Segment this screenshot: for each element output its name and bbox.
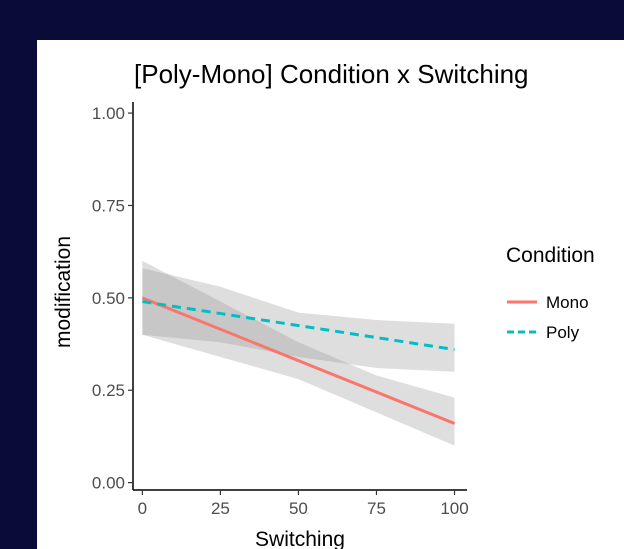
- chart-title: [Poly-Mono] Condition x Switching: [134, 59, 529, 89]
- legend-title: Condition: [506, 244, 595, 267]
- series-line-mono: [141, 296, 456, 425]
- series-line-poly: [142, 300, 455, 352]
- x-axis-title: Switching: [255, 528, 345, 549]
- ci-band-mono: [142, 260, 455, 446]
- chart: [Poly-Mono] Condition x Switching 0.000.…: [52, 59, 595, 549]
- x-tick-label: 100: [440, 499, 468, 518]
- confidence-bands: [142, 260, 455, 446]
- x-tick-label: 50: [289, 499, 308, 518]
- y-tick-label: 0.00: [92, 474, 125, 493]
- legend: Condition Mono Poly: [506, 244, 595, 342]
- ci-band-poly: [142, 268, 455, 372]
- y-tick-label: 1.00: [92, 104, 125, 123]
- x-tick-label: 75: [367, 499, 386, 518]
- legend-label-mono: Mono: [546, 293, 589, 312]
- x-tick-label: 0: [138, 499, 147, 518]
- y-tick-label: 0.25: [92, 381, 125, 400]
- x-tick-label: 25: [211, 499, 230, 518]
- y-axis-title: modification: [52, 236, 75, 348]
- legend-label-poly: Poly: [546, 323, 580, 342]
- series-lines: [141, 296, 456, 425]
- y-tick-label: 0.50: [92, 289, 125, 308]
- y-tick-label: 0.75: [92, 196, 125, 215]
- axis-ticks: 0.00 0.25 0.50 0.75 1.00 0 25 50 75 100: [92, 104, 469, 518]
- chart-panel: [Poly-Mono] Condition x Switching 0.00 0.…: [37, 40, 624, 549]
